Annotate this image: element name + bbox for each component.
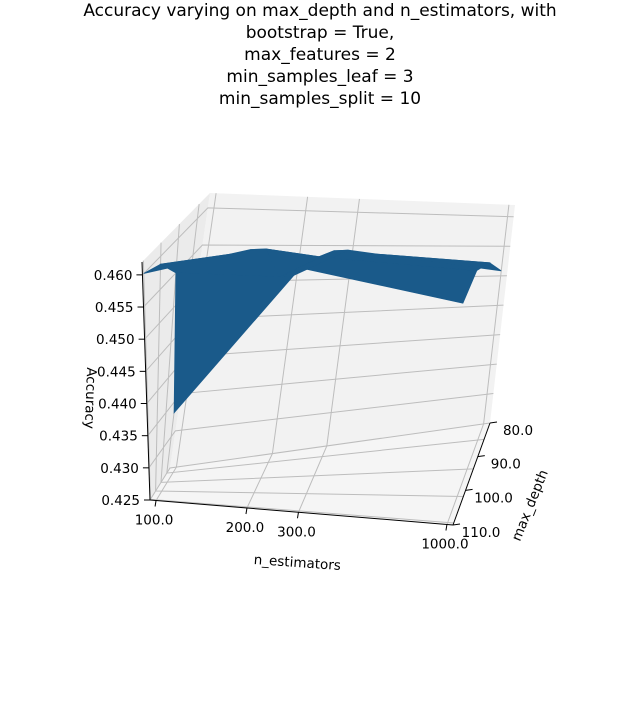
axis-lines bbox=[141, 261, 491, 526]
z-grid-line bbox=[142, 207, 514, 276]
x-tick-label: 200.0 bbox=[226, 520, 265, 536]
x-tick-mark bbox=[245, 507, 248, 515]
z-axis-line bbox=[141, 261, 151, 501]
surface-patch bbox=[333, 249, 502, 272]
z-tick-label: 0.450 bbox=[96, 332, 135, 348]
x-tick-label: 100.0 bbox=[135, 513, 174, 529]
y-tick-mark bbox=[452, 523, 461, 526]
z-tick-label: 0.425 bbox=[101, 493, 140, 509]
z-tick-label: 0.435 bbox=[99, 429, 138, 445]
x-tick-label: 300.0 bbox=[277, 524, 316, 540]
title-line: max_features = 2 bbox=[244, 45, 396, 65]
z-axis-label: Accuracy bbox=[81, 367, 99, 429]
z-grid-line bbox=[143, 244, 511, 308]
y-axis-label: max_depth bbox=[509, 468, 552, 544]
title-line: bootstrap = True, bbox=[245, 23, 395, 43]
title-line: min_samples_leaf = 3 bbox=[226, 67, 414, 87]
x-tick-mark bbox=[296, 512, 299, 519]
y-tick-mark bbox=[489, 421, 498, 424]
y-tick-label: 80.0 bbox=[503, 423, 533, 439]
y-tick-label: 110.0 bbox=[462, 525, 501, 541]
y-tick-label: 90.0 bbox=[491, 457, 521, 473]
y-tick-mark bbox=[465, 488, 473, 491]
z-grid-line bbox=[149, 422, 491, 501]
x-axis-line bbox=[149, 499, 454, 526]
y-tick-label: 100.0 bbox=[474, 490, 513, 506]
title-line: Accuracy varying on max_depth and n_esti… bbox=[83, 1, 557, 21]
z-grid-line bbox=[148, 393, 494, 469]
z-tick-label: 0.460 bbox=[94, 268, 133, 284]
z-tick-label: 0.430 bbox=[100, 461, 139, 477]
x-axis-label: n_estimators bbox=[253, 552, 341, 574]
x-tick-mark bbox=[154, 500, 157, 507]
x-tick-label: 1000.0 bbox=[421, 537, 468, 553]
y-tick-mark bbox=[477, 455, 485, 458]
z-tick-label: 0.445 bbox=[97, 364, 136, 380]
x-tick-mark bbox=[445, 524, 448, 531]
z-tick-label: 0.455 bbox=[95, 300, 134, 316]
floor-pane bbox=[150, 423, 490, 525]
z-tick-label: 0.440 bbox=[98, 397, 137, 413]
title-line: min_samples_split = 10 bbox=[218, 89, 422, 109]
chart-title: Accuracy varying on max_depth and n_esti… bbox=[0, 0, 640, 110]
surface bbox=[143, 248, 502, 414]
y-axis-line bbox=[452, 422, 491, 526]
